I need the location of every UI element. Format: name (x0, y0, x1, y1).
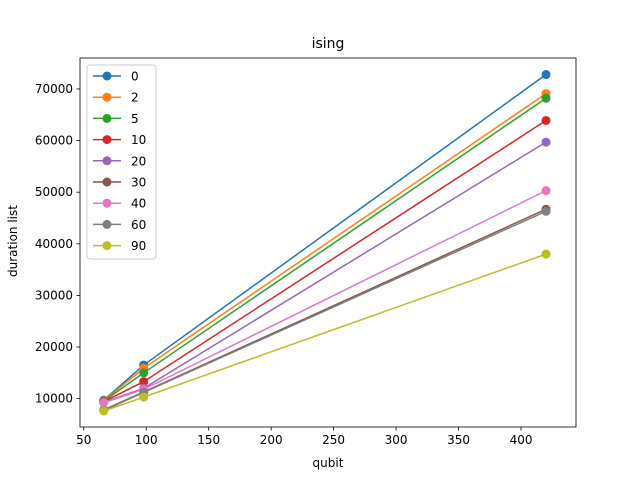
y-tick-label: 10000 (35, 392, 73, 406)
legend-item: 40 (93, 197, 146, 211)
series-line (103, 141, 547, 403)
legend-item: 90 (93, 239, 146, 253)
data-point (541, 115, 551, 125)
legend-swatch-marker (102, 71, 112, 81)
legend-swatch-marker (102, 198, 112, 208)
legend-label: 0 (131, 70, 139, 84)
chart-title: ising (312, 36, 345, 52)
y-tick-label: 50000 (35, 185, 73, 199)
x-tick-label: 100 (135, 433, 158, 447)
data-point (541, 186, 551, 196)
legend-item: 2 (93, 91, 139, 105)
axes: 50 100 150 200 250 300 350 40010000200003000040… (35, 57, 577, 447)
series-90 (99, 249, 551, 416)
legend-swatch-marker (102, 177, 112, 187)
legend-label: 2 (131, 91, 139, 105)
legend-label: 90 (131, 239, 146, 253)
legend-swatch-marker (102, 241, 112, 251)
x-tick-label: 300 (385, 433, 408, 447)
data-point (139, 377, 149, 387)
x-tick-label: 200 (260, 433, 283, 447)
x-tick-label: 350 (447, 433, 470, 447)
x-tick-label: 400 (510, 433, 533, 447)
legend-item: 5 (93, 112, 139, 126)
legend-item: 60 (93, 218, 146, 232)
legend-swatch-marker (102, 113, 112, 123)
legend-item: 20 (93, 154, 146, 168)
legend-swatch-marker (102, 135, 112, 145)
y-tick-label: 20000 (35, 340, 73, 354)
data-point (139, 368, 149, 378)
plot-frame (79, 57, 577, 428)
series-line (103, 189, 547, 404)
series-line (103, 73, 547, 401)
y-tick-label: 70000 (35, 82, 73, 96)
data-point (139, 392, 149, 402)
legend-label: 10 (131, 133, 146, 147)
legend-swatch-marker (102, 156, 112, 166)
x-tick-label: 50 (76, 433, 91, 447)
x-axis-label: qubit (313, 456, 344, 470)
legend-swatch-marker (102, 219, 112, 229)
series-10 (99, 115, 551, 407)
y-tick-label: 30000 (35, 288, 73, 302)
data-point (541, 249, 551, 259)
data-point (541, 137, 551, 147)
legend-item: 30 (93, 176, 146, 190)
legend-label: 5 (131, 112, 139, 126)
x-tick-label: 150 (197, 433, 220, 447)
data-point (99, 406, 109, 416)
y-tick-label: 40000 (35, 237, 73, 251)
data-point (99, 398, 109, 408)
series-line (103, 210, 547, 412)
y-axis-label: duration list (6, 205, 20, 277)
legend: 0 2 5 10 20 30 40 60 90 (86, 64, 157, 260)
series-line (103, 119, 547, 403)
data-point (541, 206, 551, 216)
x-tick-label: 250 (322, 433, 345, 447)
legend-label: 60 (131, 218, 146, 232)
legend-label: 20 (131, 154, 146, 168)
series-group (99, 70, 551, 416)
data-point (541, 93, 551, 103)
legend-item: 0 (93, 70, 139, 84)
y-tick-label: 60000 (35, 134, 73, 148)
legend-label: 40 (131, 197, 146, 211)
series-5 (99, 93, 551, 406)
series-line (103, 97, 547, 402)
legend-label: 30 (131, 176, 146, 190)
legend-swatch-marker (102, 92, 112, 102)
legend-box (86, 64, 157, 260)
series-30 (99, 204, 551, 415)
data-point (541, 70, 551, 80)
legend-item: 10 (93, 133, 146, 147)
